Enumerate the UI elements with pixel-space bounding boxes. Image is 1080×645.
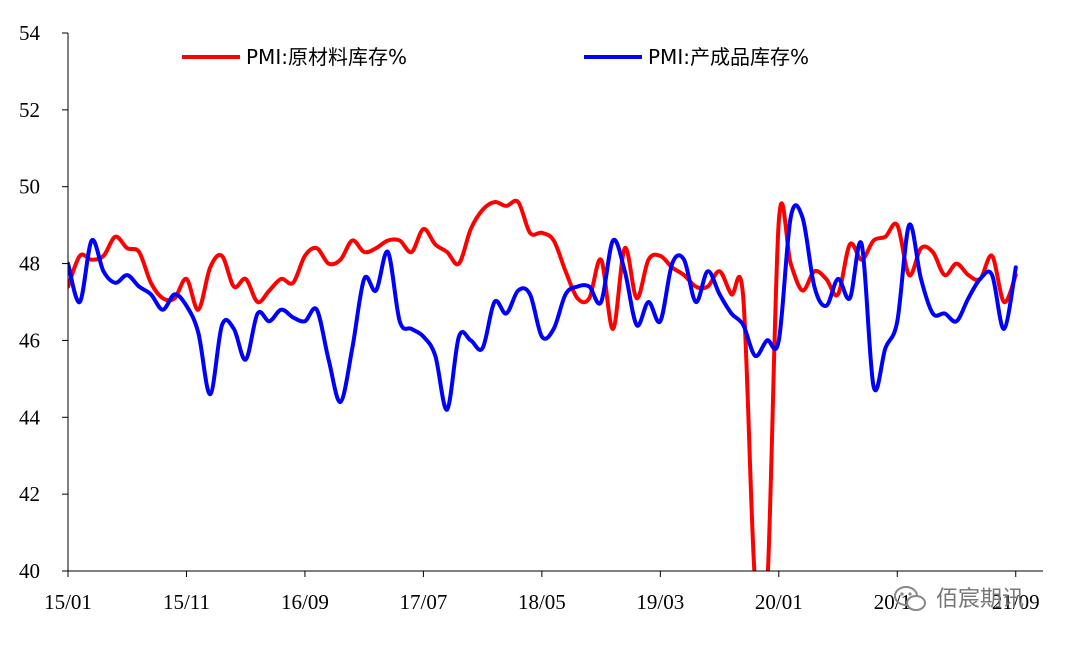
x-tick-label: 19/03 (636, 590, 684, 614)
y-tick-label: 46 (19, 328, 40, 352)
series-layer (68, 198, 1018, 571)
x-tick-label: 20/01 (755, 590, 803, 614)
watermark-text: 佰宸期讯 (936, 587, 1024, 612)
legend: PMI:原材料库存% PMI:产成品库存% (182, 45, 809, 69)
series-line-finished-goods-inventory (68, 203, 1018, 412)
y-tick-label: 44 (19, 405, 41, 429)
legend-label: PMI:原材料库存% (246, 45, 407, 69)
legend-label: PMI:产成品库存% (648, 45, 809, 69)
x-tick-label: 16/09 (281, 590, 329, 614)
x-tick-label: 15/01 (44, 590, 92, 614)
x-tick-label: 15/11 (163, 590, 210, 614)
x-tick-label: 18/05 (518, 590, 566, 614)
series-line-raw-material-inventory (68, 198, 1018, 571)
wechat-icon (894, 586, 926, 611)
y-tick-label: 48 (19, 252, 40, 276)
y-tick-label: 50 (19, 175, 40, 199)
x-tick-label: 21/09 (992, 590, 1040, 614)
y-tick-label: 54 (19, 21, 41, 45)
watermark: 佰宸期讯 (894, 586, 1024, 612)
x-tick-label: 17/07 (399, 590, 447, 614)
y-tick-label: 42 (19, 482, 40, 506)
axes: 40 42 44 46 48 50 52 54 15/01 15/11 16/09 17/07 18/0… (19, 21, 1043, 614)
y-tick-label: 52 (19, 98, 40, 122)
y-tick-label: 40 (19, 559, 40, 583)
